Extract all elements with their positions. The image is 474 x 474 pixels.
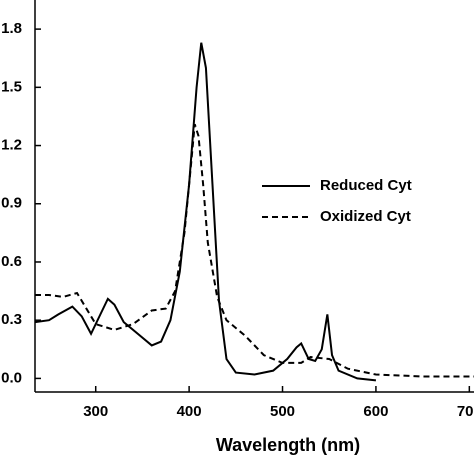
- x-tick-label: 500: [270, 403, 295, 420]
- y-tick-label: 1.8: [1, 20, 22, 37]
- y-tick-label: 0.3: [1, 311, 22, 328]
- y-tick-label: 0.6: [1, 253, 22, 270]
- x-tick-label: 700: [457, 403, 474, 420]
- series-line: [35, 123, 474, 378]
- x-axis-label: Wavelength (nm): [216, 435, 360, 455]
- y-tick-label: 1.2: [1, 137, 22, 154]
- x-tick-label: 400: [177, 403, 202, 420]
- y-tick-label: 1.5: [1, 78, 22, 95]
- legend-label: Reduced Cyt: [320, 177, 412, 194]
- x-tick-label: 300: [83, 403, 108, 420]
- legend-label: Oxidized Cyt: [320, 208, 411, 225]
- x-tick-label: 600: [363, 403, 388, 420]
- series-line: [34, 42, 377, 382]
- y-tick-label: 0.0: [1, 369, 22, 386]
- y-tick-label: 0.9: [1, 195, 22, 212]
